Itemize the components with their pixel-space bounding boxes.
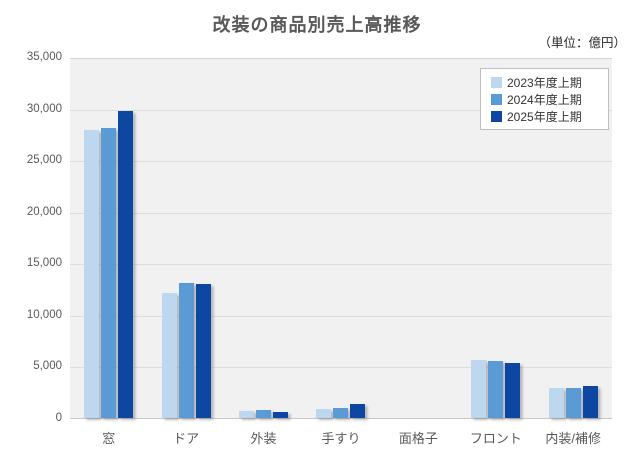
- y-tick-label-5000: 5,000: [33, 360, 62, 373]
- legend-swatch-2023: [491, 77, 502, 88]
- bar-2023年度上期-外装: [239, 410, 255, 418]
- legend-swatch-2024: [491, 94, 502, 105]
- y-tick-label-0: 0: [55, 412, 62, 424]
- bar-2025年度上期-フロント: [505, 363, 521, 418]
- bar-group-3: [225, 58, 302, 418]
- legend-item-2025: 2025年度上期: [491, 108, 602, 125]
- chart-title: 改装の商品別売上高推移: [212, 15, 422, 35]
- bar-2024年度上期-フロント: [488, 361, 504, 418]
- legend-item-2024: 2024年度上期: [491, 91, 602, 108]
- bar-group-4: [302, 58, 379, 418]
- legend: 2023年度上期 2024年度上期 2025年度上期: [480, 68, 609, 130]
- gridline-5000: [70, 367, 612, 369]
- bar-2025年度上期-外装: [273, 411, 289, 418]
- x-label-5: 面格子: [398, 431, 438, 446]
- bar-2023年度上期-内装/補修: [548, 388, 564, 418]
- x-label-6: フロント: [469, 431, 522, 446]
- bar-2025年度上期-内装/補修: [582, 386, 598, 418]
- gridline-10000: [70, 315, 612, 317]
- y-tick-label-25000: 25,000: [26, 154, 62, 167]
- bar-2024年度上期-外装: [256, 409, 272, 418]
- bar-2023年度上期-窓: [84, 130, 100, 418]
- y-tick-label-10000: 10,000: [26, 308, 62, 321]
- y-tick-label-20000: 20,000: [26, 205, 62, 218]
- legend-label-2023: 2023年度上期: [507, 76, 582, 90]
- bar-group-2: [147, 58, 224, 418]
- gridline-25000: [70, 161, 612, 163]
- bar-2023年度上期-ドア: [161, 293, 177, 418]
- x-label-7: 内装/補修: [545, 431, 602, 446]
- bar-2024年度上期-窓: [101, 128, 117, 418]
- bar-2023年度上期-手すり: [316, 408, 332, 418]
- bar-2024年度上期-ドア: [178, 282, 194, 418]
- y-tick-label-15000: 15,000: [26, 257, 62, 270]
- bar-group-6: [457, 58, 534, 418]
- x-label-2: ドア: [173, 431, 200, 446]
- unit-label: （単位：億円）: [538, 36, 626, 50]
- gridline-20000: [70, 212, 612, 214]
- y-tick-label-30000: 30,000: [26, 102, 62, 115]
- legend-swatch-2025: [491, 111, 502, 122]
- bar-group-7: [535, 58, 612, 418]
- y-tick-label-35000: 35,000: [26, 51, 62, 63]
- x-label-1: 窓: [102, 431, 116, 446]
- gridline-35000: [70, 58, 612, 59]
- x-label-3: 外装: [250, 431, 277, 446]
- legend-item-2023: 2023年度上期: [491, 74, 602, 91]
- bar-2025年度上期-ドア: [195, 283, 211, 418]
- bar-2023年度上期-フロント: [471, 360, 487, 418]
- bar-group-5: [380, 58, 457, 418]
- gridline-30000: [70, 109, 612, 111]
- plot-area: [70, 58, 612, 419]
- bar-2025年度上期-手すり: [350, 403, 366, 418]
- legend-label-2025: 2025年度上期: [507, 110, 582, 124]
- x-axis-labels: 窓 ドア 外装 手すり 面格子 フロント 内装/補修: [70, 428, 612, 447]
- x-label-4: 手すり: [321, 431, 361, 446]
- bar-2024年度上期-手すり: [333, 407, 349, 418]
- gridline-15000: [70, 264, 612, 266]
- bar-2025年度上期-窓: [118, 110, 134, 418]
- legend-label-2024: 2024年度上期: [507, 93, 582, 107]
- bar-group-1: [70, 58, 147, 418]
- bar-2024年度上期-内装/補修: [565, 387, 581, 418]
